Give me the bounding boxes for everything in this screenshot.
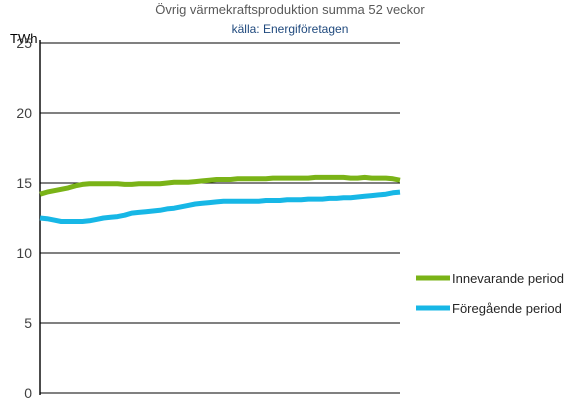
- y-axis-label: TWh: [10, 31, 37, 46]
- y-tick-label: 20: [16, 105, 32, 121]
- y-tick-label: 0: [24, 385, 32, 401]
- series-line-foregaende: [39, 189, 401, 224]
- y-tick-label: 25: [16, 35, 32, 51]
- gridlines: [40, 42, 400, 394]
- y-tick-label: 10: [16, 245, 32, 261]
- series-line-innevarande: [39, 174, 401, 197]
- chart-title: Övrig värmekraftsproduktion summa 52 vec…: [155, 2, 425, 17]
- y-tick-labels: 0 5 10 15 20 25: [16, 35, 32, 401]
- legend: Innevarande period Föregående period: [416, 271, 564, 316]
- legend-label: Innevarande period: [452, 271, 564, 286]
- y-tick-label: 5: [24, 315, 32, 331]
- chart-subtitle: källa: Energiföretagen: [232, 22, 349, 36]
- y-tick-label: 15: [16, 175, 32, 191]
- series-lines: [39, 174, 401, 224]
- legend-label: Föregående period: [452, 301, 562, 316]
